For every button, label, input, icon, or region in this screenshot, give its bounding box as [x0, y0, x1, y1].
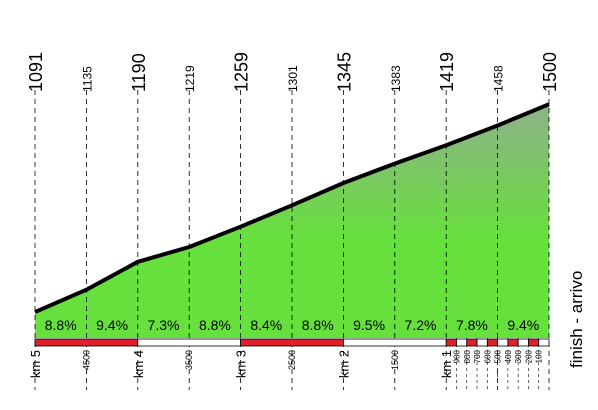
distance-label-1500: 1500 — [390, 350, 400, 370]
altitude-label-1419: 1419 — [437, 52, 457, 92]
distance-label-km-2: km 2 — [336, 350, 351, 378]
distance-label-km-5: km 5 — [28, 350, 43, 378]
distance-label-800: 800 — [463, 349, 472, 363]
gradient-label-6: 9.5% — [353, 317, 385, 333]
distance-bar-segment-12 — [528, 338, 540, 347]
altitude-label-1190: 1190 — [129, 53, 149, 92]
distance-label-4500: 4500 — [81, 350, 91, 370]
distance-label-km-3: km 3 — [234, 350, 249, 378]
profile-line-group — [34, 102, 550, 314]
finish-label: finish - arrivo — [567, 271, 586, 368]
distance-label-100: 100 — [535, 349, 544, 363]
distance-bar-segment-5 — [456, 338, 468, 347]
gradient-label-4: 8.4% — [250, 317, 282, 333]
distance-label-600: 600 — [483, 349, 492, 363]
gradient-label-3: 8.8% — [199, 317, 231, 333]
altitude-label-1345: 1345 — [334, 52, 354, 92]
distance-bar-segment-4 — [445, 338, 457, 347]
gradient-label-9: 9.4% — [507, 317, 539, 333]
gradient-label-7: 7.2% — [405, 317, 437, 333]
distance-label-400: 400 — [504, 349, 513, 363]
gradient-label-0: 8.8% — [45, 317, 77, 333]
gradient-label-5: 8.8% — [302, 317, 334, 333]
distance-bar-segment-1 — [137, 338, 242, 347]
altitude-label-1259: 1259 — [232, 52, 252, 92]
guide-lines-group — [34, 90, 550, 390]
distance-label-700: 700 — [473, 349, 482, 363]
distance-bar-segment-10 — [507, 338, 519, 347]
distance-label-km-1: km 1 — [439, 350, 454, 378]
distance-bar-group — [34, 338, 550, 347]
gradient-label-1: 9.4% — [96, 317, 128, 333]
distance-bar-segment-3 — [342, 338, 447, 347]
gradient-label-2: 7.3% — [148, 317, 180, 333]
distance-label-900: 900 — [453, 349, 462, 363]
altitude-label-1383: 1383 — [389, 65, 403, 92]
profile-line — [34, 102, 550, 314]
distance-bar-segment-2 — [240, 338, 344, 347]
distance-label-3500: 3500 — [184, 350, 194, 370]
distance-bar-segment-8 — [486, 338, 499, 347]
altitude-label-1458: 1458 — [492, 65, 506, 92]
distance-bar-segment-11 — [517, 338, 529, 347]
altitude-label-1219: 1219 — [183, 65, 197, 92]
distance-bar-segment-0 — [34, 338, 139, 347]
distance-bar-segment-6 — [466, 338, 478, 347]
distance-label-300: 300 — [514, 349, 523, 363]
altitude-label-1091: 1091 — [26, 52, 46, 92]
distance-label-200: 200 — [524, 349, 533, 363]
distance-bar-segment-7 — [476, 338, 488, 347]
profile-area — [35, 104, 549, 338]
distance-bar-segment-9 — [497, 338, 509, 347]
gradient-label-8: 7.8% — [456, 317, 488, 333]
distance-label-2500: 2500 — [287, 350, 297, 370]
distance-label-km-4: km 4 — [131, 350, 146, 378]
altitude-labels-group: 1091 1135 1190 1219 1259 1301 1345 1383 1419 1458… — [26, 52, 560, 92]
gradient-labels-group: 8.8% 9.4% 7.3% 8.8% 8.4% 8.8% 9.5% 7.2% 7.8% 9.4% — [45, 317, 540, 333]
altitude-label-1500: 1500 — [540, 52, 560, 92]
altitude-label-1135: 1135 — [80, 66, 94, 92]
altitude-label-1301: 1301 — [286, 65, 300, 92]
distance-label-500: 500 — [494, 349, 503, 363]
distance-bar-segment-13 — [538, 338, 550, 347]
